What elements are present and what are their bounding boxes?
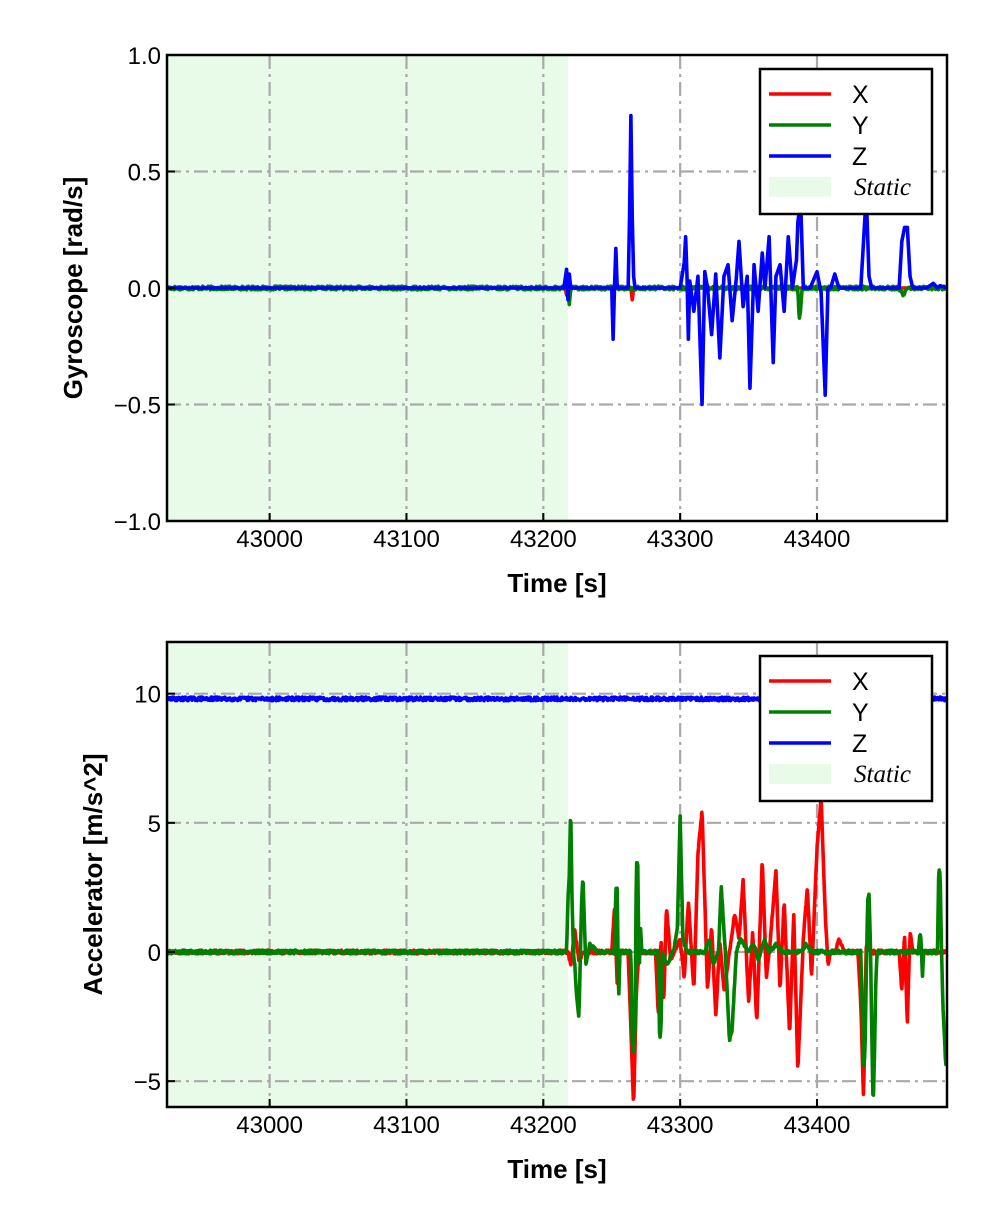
legend-patch-static bbox=[769, 764, 831, 784]
legend: X Y Z Static bbox=[758, 67, 934, 216]
x-tick-label: 43300 bbox=[647, 1112, 714, 1139]
y-tick-label: 0 bbox=[148, 940, 161, 967]
y-tick-label: 5 bbox=[148, 811, 161, 838]
static-span-layer bbox=[167, 642, 568, 1107]
legend: X Y Z Static bbox=[758, 654, 934, 803]
x-tick-label: 43000 bbox=[236, 526, 303, 553]
legend-label-y: Y bbox=[852, 699, 869, 727]
gyroscope-chart: 43000 43100 43200 43300 43400 −1.0 −0.5 0.0 0.5 1… bbox=[58, 43, 949, 598]
y-tick-label: 0.5 bbox=[128, 160, 161, 187]
legend-label-y: Y bbox=[852, 112, 869, 140]
legend-label-z: Z bbox=[852, 143, 867, 171]
legend-label-x: X bbox=[852, 668, 869, 696]
axes-frame bbox=[165, 640, 949, 1109]
x-axis-label: Time [s] bbox=[507, 1154, 606, 1184]
y-tick-label: −0.5 bbox=[114, 393, 161, 420]
x-tick-label: 43100 bbox=[373, 1112, 440, 1139]
series-line-y bbox=[167, 814, 947, 1097]
x-axis-label: Time [s] bbox=[507, 568, 606, 598]
tick-layer: 43000 43100 43200 43300 43400 −5 0 5 10 bbox=[134, 682, 851, 1139]
tick-layer: 43000 43100 43200 43300 43400 −1.0 −0.5 0.0 0.5 1… bbox=[114, 43, 851, 553]
y-tick-label: −1.0 bbox=[114, 509, 161, 536]
y-axis-label: Gyroscope [rad/s] bbox=[58, 177, 88, 400]
x-tick-label: 43200 bbox=[510, 1112, 577, 1139]
legend-patch-static bbox=[769, 177, 831, 197]
y-tick-label: 1.0 bbox=[128, 43, 161, 70]
legend-label-x: X bbox=[852, 81, 869, 109]
x-tick-label: 43300 bbox=[647, 526, 714, 553]
y-tick-label: −5 bbox=[134, 1069, 161, 1096]
x-tick-label: 43400 bbox=[784, 1112, 851, 1139]
accelerometer-chart: 43000 43100 43200 43300 43400 −5 0 5 10 Time [s]… bbox=[78, 640, 949, 1184]
x-tick-label: 43200 bbox=[510, 526, 577, 553]
x-tick-label: 43100 bbox=[373, 526, 440, 553]
legend-label-z: Z bbox=[852, 730, 867, 758]
x-tick-label: 43400 bbox=[784, 526, 851, 553]
y-tick-label: 10 bbox=[134, 682, 161, 709]
legend-label-static: Static bbox=[854, 174, 911, 201]
static-span bbox=[167, 642, 568, 1107]
y-tick-label: 0.0 bbox=[128, 276, 161, 303]
x-tick-label: 43000 bbox=[236, 1112, 303, 1139]
y-axis-label: Accelerator [m/s^2] bbox=[78, 753, 108, 995]
legend-label-static: Static bbox=[854, 761, 911, 788]
